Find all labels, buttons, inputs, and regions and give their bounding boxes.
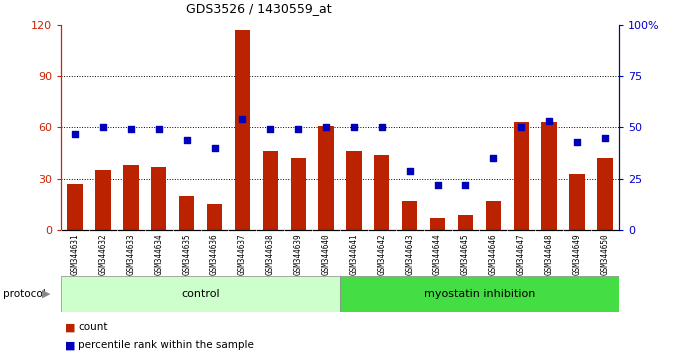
Bar: [235, 30, 250, 230]
Point: [125, 127, 136, 132]
Text: count: count: [78, 322, 107, 332]
Bar: [374, 155, 390, 230]
Text: protocol: protocol: [3, 289, 46, 299]
Bar: [318, 126, 334, 230]
Bar: [67, 184, 83, 230]
Bar: [541, 122, 557, 230]
Bar: [346, 152, 362, 230]
Point: [488, 155, 499, 161]
Bar: [569, 173, 585, 230]
Text: percentile rank within the sample: percentile rank within the sample: [78, 340, 254, 350]
Point: [70, 131, 80, 136]
Text: ▶: ▶: [42, 289, 50, 299]
Point: [265, 127, 276, 132]
Text: GDS3526 / 1430559_at: GDS3526 / 1430559_at: [186, 2, 331, 15]
Text: control: control: [182, 289, 220, 299]
Text: ■: ■: [65, 322, 75, 332]
Point: [432, 182, 443, 188]
Bar: [61, 276, 340, 312]
Bar: [262, 152, 278, 230]
Point: [181, 137, 192, 143]
Point: [544, 119, 555, 124]
Text: ■: ■: [65, 340, 75, 350]
Bar: [95, 170, 111, 230]
Point: [209, 145, 220, 151]
Point: [321, 125, 332, 130]
Point: [98, 125, 109, 130]
Bar: [597, 158, 613, 230]
Bar: [402, 201, 418, 230]
Point: [600, 135, 611, 141]
Point: [571, 139, 582, 145]
Bar: [458, 215, 473, 230]
Bar: [340, 276, 619, 312]
Bar: [179, 196, 194, 230]
Bar: [290, 158, 306, 230]
Point: [516, 125, 527, 130]
Bar: [207, 205, 222, 230]
Bar: [486, 201, 501, 230]
Point: [404, 168, 415, 173]
Bar: [151, 167, 167, 230]
Bar: [513, 122, 529, 230]
Bar: [123, 165, 139, 230]
Point: [154, 127, 165, 132]
Bar: [430, 218, 445, 230]
Point: [460, 182, 471, 188]
Point: [237, 116, 248, 122]
Point: [377, 125, 388, 130]
Point: [348, 125, 359, 130]
Text: myostatin inhibition: myostatin inhibition: [424, 289, 535, 299]
Point: [292, 127, 303, 132]
